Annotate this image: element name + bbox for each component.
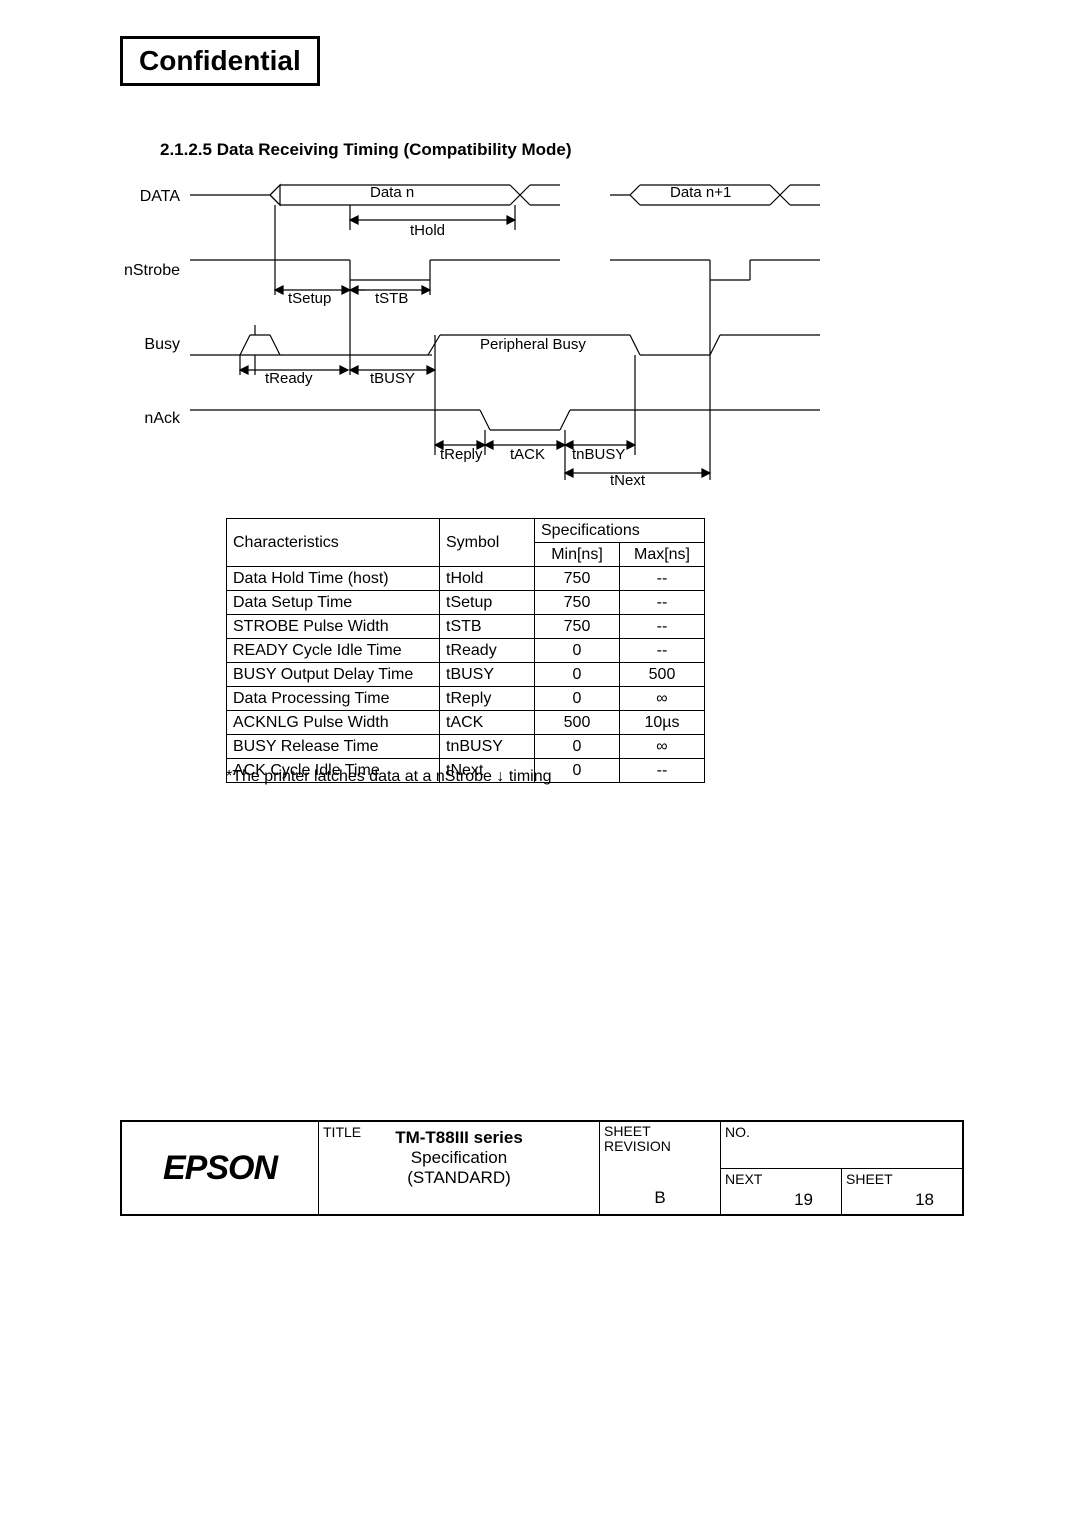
sheet-value: 18 — [915, 1190, 934, 1210]
signal-label-data: DATA — [120, 188, 180, 206]
th-sym: Symbol — [440, 519, 535, 567]
title-line1: TM-T88III series — [395, 1128, 523, 1147]
cell-max: -- — [620, 591, 705, 615]
cell-sym: tACK — [440, 711, 535, 735]
cell-max: 500 — [620, 663, 705, 687]
cell-sym: tReady — [440, 639, 535, 663]
next-cell: NEXT 19 — [721, 1169, 841, 1215]
cell-char: Data Hold Time (host) — [227, 567, 440, 591]
cell-min: 500 — [535, 711, 620, 735]
th-max: Max[ns] — [620, 543, 705, 567]
no-label: NO. — [725, 1124, 750, 1140]
th-char: Characteristics — [227, 519, 440, 567]
section-heading: 2.1.2.5 Data Receiving Timing (Compatibi… — [160, 140, 572, 160]
rev-label: SHEET REVISION — [604, 1124, 671, 1155]
cell-char: Data Processing Time — [227, 687, 440, 711]
cell-char: ACKNLG Pulse Width — [227, 711, 440, 735]
table-row: BUSY Output Delay TimetBUSY0500 — [227, 663, 705, 687]
cell-min: 0 — [535, 687, 620, 711]
cell-min: 750 — [535, 615, 620, 639]
rev-value: B — [600, 1188, 720, 1208]
cell-sym: tSTB — [440, 615, 535, 639]
label-tnext: tNext — [610, 472, 645, 489]
title-line3: (STANDARD) — [319, 1168, 599, 1188]
cell-max: -- — [620, 639, 705, 663]
label-thold: tHold — [410, 222, 445, 239]
cell-min: 0 — [535, 663, 620, 687]
epson-logo: EPSON — [122, 1122, 318, 1214]
title-cell: TITLE TM-T88III series Specification (ST… — [318, 1122, 599, 1214]
label-tsetup: tSetup — [288, 290, 331, 307]
table-row: BUSY Release TimetnBUSY0∞ — [227, 735, 705, 759]
cell-sym: tnBUSY — [440, 735, 535, 759]
table-row: READY Cycle Idle TimetReady0-- — [227, 639, 705, 663]
cell-max: -- — [620, 567, 705, 591]
cell-char: BUSY Output Delay Time — [227, 663, 440, 687]
table-row: STROBE Pulse WidthtSTB750-- — [227, 615, 705, 639]
cell-max: -- — [620, 615, 705, 639]
next-value: 19 — [794, 1190, 813, 1210]
label-tstb: tSTB — [375, 290, 408, 307]
cell-char: Data Setup Time — [227, 591, 440, 615]
signal-label-nack: nAck — [120, 410, 180, 428]
label-datan1: Data n+1 — [670, 184, 731, 201]
th-spec: Specifications — [535, 519, 705, 543]
label-tbusy: tBUSY — [370, 370, 415, 387]
no-cell: NO. — [721, 1122, 962, 1169]
label-treply: tReply — [440, 446, 483, 463]
cell-sym: tBUSY — [440, 663, 535, 687]
label-tready: tReady — [265, 370, 313, 387]
signal-label-busy: Busy — [120, 336, 180, 354]
cell-max: ∞ — [620, 735, 705, 759]
label-tnbusy: tnBUSY — [572, 446, 625, 463]
sheet-cell: SHEET 18 — [841, 1169, 962, 1215]
confidential-stamp: Confidential — [120, 36, 320, 86]
cell-char: BUSY Release Time — [227, 735, 440, 759]
label-tack: tACK — [510, 446, 545, 463]
signal-label-nstrobe: nStrobe — [120, 262, 180, 280]
spec-table: Characteristics Symbol Specifications Mi… — [226, 518, 705, 783]
cell-min: 0 — [535, 735, 620, 759]
table-row: Data Hold Time (host)tHold750-- — [227, 567, 705, 591]
th-min: Min[ns] — [535, 543, 620, 567]
sheet-label: SHEET — [846, 1171, 893, 1187]
cell-sym: tHold — [440, 567, 535, 591]
cell-max: 10µs — [620, 711, 705, 735]
right-cells: NO. NEXT 19 SHEET 18 — [720, 1122, 962, 1214]
cell-min: 0 — [535, 639, 620, 663]
title-line2: Specification — [319, 1148, 599, 1168]
cell-sym: tReply — [440, 687, 535, 711]
cell-min: 750 — [535, 567, 620, 591]
title-label: TITLE — [323, 1124, 361, 1140]
table-row: Data Setup TimetSetup750-- — [227, 591, 705, 615]
title-block: EPSON TITLE TM-T88III series Specificati… — [120, 1120, 964, 1216]
cell-max: -- — [620, 759, 705, 783]
timing-svg — [180, 180, 900, 490]
cell-max: ∞ — [620, 687, 705, 711]
cell-char: READY Cycle Idle Time — [227, 639, 440, 663]
cell-sym: tSetup — [440, 591, 535, 615]
label-datan: Data n — [370, 184, 414, 201]
table-row: Data Processing TimetReply0∞ — [227, 687, 705, 711]
cell-char: STROBE Pulse Width — [227, 615, 440, 639]
table-row: ACKNLG Pulse WidthtACK50010µs — [227, 711, 705, 735]
label-periphbusy: Peripheral Busy — [480, 336, 586, 353]
revision-cell: SHEET REVISION B — [599, 1122, 720, 1214]
table-footnote: *The printer latches data at a nStrobe ↓… — [226, 768, 552, 786]
next-label: NEXT — [725, 1171, 762, 1187]
cell-min: 750 — [535, 591, 620, 615]
timing-diagram: DATA nStrobe Busy nAck — [180, 180, 900, 490]
